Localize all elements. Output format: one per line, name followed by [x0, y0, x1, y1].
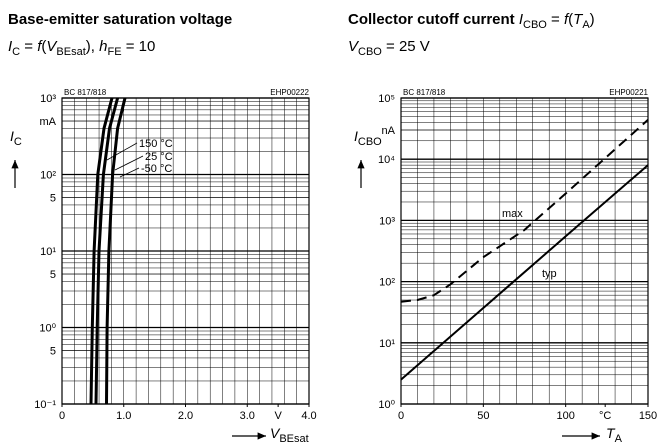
- x-tick-label: 2.0: [178, 410, 193, 422]
- series-label: 25 °C: [145, 151, 173, 163]
- x-axis-label: VBEsat: [270, 425, 309, 445]
- x-tick-label: 50: [477, 410, 489, 422]
- x-tick-label: 1.0: [116, 410, 131, 422]
- x-tick-label: 100: [556, 410, 574, 422]
- x-tick-label: V: [274, 410, 282, 422]
- y-tick-label: 10⁵: [378, 93, 395, 105]
- chart-subtitle: IC = f(VBEsat), hFE = 10: [8, 38, 155, 58]
- part-number: BC 817/818: [64, 88, 107, 97]
- chart-title: Base-emitter saturation voltage: [8, 11, 232, 28]
- y-tick-label: mA: [40, 116, 57, 128]
- x-tick-label: 3.0: [240, 410, 255, 422]
- y-tick-label: 10⁰: [378, 399, 395, 411]
- y-tick-label: 5: [50, 193, 56, 205]
- y-axis-label: ICBO: [354, 128, 382, 148]
- y-tick-label: 5: [50, 269, 56, 281]
- y-tick-label: 10¹: [40, 246, 56, 258]
- figure-code: EHP00221: [609, 88, 648, 97]
- y-tick-label: 10²: [40, 170, 56, 182]
- y-tick-label: 5: [50, 346, 56, 358]
- data-line: [105, 97, 127, 405]
- y-tick-label: 10²: [379, 277, 395, 289]
- leader-line: [119, 167, 140, 178]
- part-number: BC 817/818: [403, 88, 446, 97]
- leader-line: [106, 142, 138, 161]
- y-tick-label: 10³: [379, 215, 395, 227]
- x-tick-label: 0: [59, 410, 65, 422]
- x-axis-label: TA: [606, 425, 623, 445]
- data-line: [400, 119, 649, 303]
- y-tick-label: 10⁻¹: [34, 399, 56, 411]
- chart-subtitle: VCBO = 25 V: [348, 38, 430, 58]
- y-tick-label: nA: [382, 125, 396, 137]
- series-label: -50 °C: [141, 163, 172, 175]
- x-tick-label: 150: [639, 410, 657, 422]
- y-tick-label: 10³: [40, 93, 56, 105]
- grid: [400, 97, 649, 407]
- plot-frame: [400, 97, 649, 405]
- y-axis-label: IC: [10, 128, 22, 148]
- y-tick-label: 10⁰: [39, 323, 56, 335]
- grid: [61, 97, 310, 407]
- x-tick-label: 4.0: [301, 410, 316, 422]
- series-label: max: [502, 208, 523, 220]
- x-tick-label: °C: [599, 410, 611, 422]
- series-label: 150 °C: [139, 138, 173, 150]
- plot-frame: [61, 97, 310, 405]
- y-tick-label: 10¹: [379, 338, 395, 350]
- series-label: typ: [542, 268, 557, 280]
- data-line: [89, 97, 114, 405]
- figure-code: EHP00222: [270, 88, 309, 97]
- data-line: [94, 97, 120, 405]
- chart-title: Collector cutoff current ICBO = f(TA): [348, 11, 595, 31]
- y-tick-label: 10⁴: [378, 154, 395, 166]
- leader-line: [114, 155, 144, 171]
- data-line: [400, 164, 649, 381]
- x-tick-label: 0: [398, 410, 404, 422]
